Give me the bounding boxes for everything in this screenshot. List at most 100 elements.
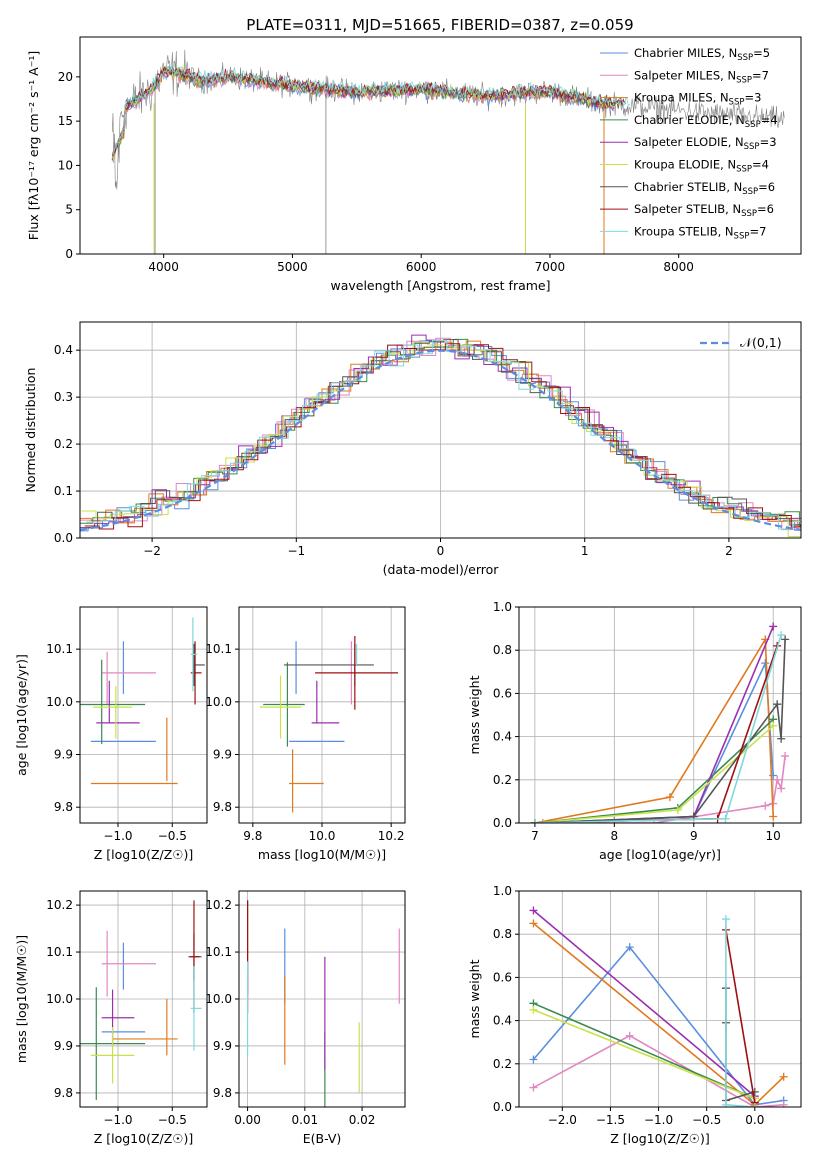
legend-nssp: =4: [761, 113, 778, 127]
x-tick-label: 1: [581, 544, 589, 558]
x-axis-label: mass [log10(M/M☉)]: [258, 847, 386, 862]
y-tick-label: 0.4: [493, 1014, 512, 1028]
x-tick-label: −1.0: [644, 1113, 673, 1127]
y-axis-label: mass [log10(M/M☉)]: [14, 935, 29, 1063]
y-tick-label: 10.2: [46, 898, 73, 912]
y-tick-label: 10.2: [205, 898, 232, 912]
x-tick-label: 7: [531, 829, 539, 843]
plot-area-residuals: [80, 334, 801, 537]
plot-area-spectrum: [111, 49, 785, 254]
y-tick-label: 10.1: [46, 642, 73, 656]
panel-ebv-mass: 0.00 0.01 0.02 9.8 9.9 10.0 10.1 10.2 E(B-V): [205, 890, 406, 1146]
weight-marker: [769, 721, 778, 730]
legend-subscript: SSP: [729, 98, 745, 108]
x-tick-label: 0.02: [349, 1113, 376, 1127]
plot-area-ebv-mass: [246, 900, 400, 1107]
x-tick-label: 10.0: [309, 829, 336, 843]
axes-frame: [518, 606, 802, 824]
weight-marker: [781, 752, 790, 761]
weight-marker: [750, 1087, 759, 1096]
legend-model: Chabrier ELODIE, N: [634, 113, 745, 127]
weight-marker: [769, 622, 778, 631]
weight-line: [534, 725, 774, 823]
legend-subscript: SSP: [745, 120, 761, 130]
residual-histogram: [86, 339, 801, 530]
y-tick-label: 0.8: [493, 643, 512, 657]
y-axis-label: mass weight: [467, 675, 482, 754]
weight-marker: [769, 771, 778, 780]
x-tick-label: 9: [690, 829, 698, 843]
weight-marker: [529, 1005, 538, 1014]
x-tick-label: 6000: [406, 260, 437, 274]
panel-residuals: −2 −1 0 1 2 0.0 0.1 0.2 0.3 0.4 (data-model)/error…: [23, 321, 802, 577]
weight-marker: [538, 819, 547, 823]
weight-line: [532, 909, 756, 1097]
x-tick-label: 0: [437, 544, 445, 558]
normal-curve: [80, 349, 801, 531]
y-tick-label: 9.8: [213, 800, 232, 814]
y-tick-label: 1.0: [493, 884, 512, 898]
weight-marker: [779, 1100, 788, 1107]
legend-nssp: =3: [744, 91, 761, 105]
x-tick-label: 8000: [663, 260, 694, 274]
weight-line: [534, 634, 782, 823]
y-tick-label: 0.2: [54, 437, 73, 451]
x-tick-label: 5000: [277, 260, 308, 274]
legend-nssp: =6: [757, 202, 774, 216]
legend-subscript: SSP: [737, 53, 753, 63]
x-tick-label: 0.01: [291, 1113, 318, 1127]
y-tick-label: 15: [58, 114, 73, 128]
legend-subscript: SSP: [744, 142, 760, 152]
x-tick-label: −0.5: [158, 829, 187, 843]
y-tick-label: 0.6: [493, 686, 512, 700]
legend-nssp: =7: [752, 68, 769, 82]
legend-entry: Salpeter STELIB, NSSP=6: [634, 202, 774, 219]
weight-marker: [777, 734, 786, 743]
y-tick-label: 20: [58, 70, 73, 84]
y-tick-label: 10.0: [46, 992, 73, 1006]
x-tick-label: −2.0: [548, 1113, 577, 1127]
y-tick-label: 0.8: [493, 927, 512, 941]
y-tick-label: 0.6: [493, 970, 512, 984]
panel-z-mass: −1.0 −0.5 9.8 9.9 10.0 10.1 10.2 Z [log10(Z/Z☉)…: [14, 890, 208, 1146]
x-tick-label: 4000: [148, 260, 179, 274]
y-tick-label: 9.8: [213, 1086, 232, 1100]
y-tick-label: 10: [58, 158, 73, 172]
legend-entry: Salpeter ELODIE, NSSP=3: [634, 135, 777, 152]
x-axis-label: Z [log10(Z/Z☉)]: [94, 847, 194, 862]
x-axis-label: E(B-V): [303, 1131, 342, 1146]
plot-area-age-weight: [530, 622, 790, 823]
y-tick-label: 0.1: [54, 484, 73, 498]
legend-model: Salpeter MILES, N: [634, 68, 736, 82]
y-tick-label: 9.9: [213, 1039, 232, 1053]
weight-marker: [529, 906, 538, 915]
legend-model: Kroupa MILES, N: [634, 91, 729, 105]
legend-model: Salpeter ELODIE, N: [634, 135, 744, 149]
weight-marker: [761, 659, 770, 668]
weight-marker: [529, 1055, 538, 1064]
model-spectrum-line: [111, 69, 611, 157]
plot-area-z-weight: [529, 906, 788, 1107]
weight-line: [725, 929, 756, 1103]
x-tick-label: 10: [766, 829, 781, 843]
weight-line: [534, 660, 774, 823]
y-axis-label: Flux [fλ10⁻¹⁷ erg cm⁻² s⁻¹ A⁻¹]: [26, 51, 41, 240]
x-tick-label: −0.5: [692, 1113, 721, 1127]
x-axis-label: age [log10(age/yr)]: [599, 847, 721, 862]
x-axis-label: Z [log10(Z/Z☉)]: [610, 1131, 710, 1146]
legend-entry: Chabrier MILES, NSSP=5: [634, 46, 770, 63]
legend-entry: Kroupa MILES, NSSP=3: [634, 91, 761, 108]
x-tick-label: −1: [287, 544, 305, 558]
panel-z-weight: −2.0 −1.5 −1.0 −0.5 0.0 0.0 0.2 0.4 0.6 0.8 1.0 Z […: [467, 884, 802, 1146]
legend-model: Chabrier MILES, N: [634, 46, 737, 60]
y-tick-label: 9.9: [54, 1039, 73, 1053]
y-tick-label: 9.8: [54, 1086, 73, 1100]
plot-area-mass-age: [259, 635, 399, 813]
y-tick-label: 10.1: [205, 642, 232, 656]
x-tick-label: 0.0: [745, 1113, 764, 1127]
legend-model: Salpeter STELIB, N: [634, 202, 741, 216]
legend-entry: Kroupa STELIB, NSSP=7: [634, 224, 766, 241]
y-tick-label: 0.2: [493, 773, 512, 787]
